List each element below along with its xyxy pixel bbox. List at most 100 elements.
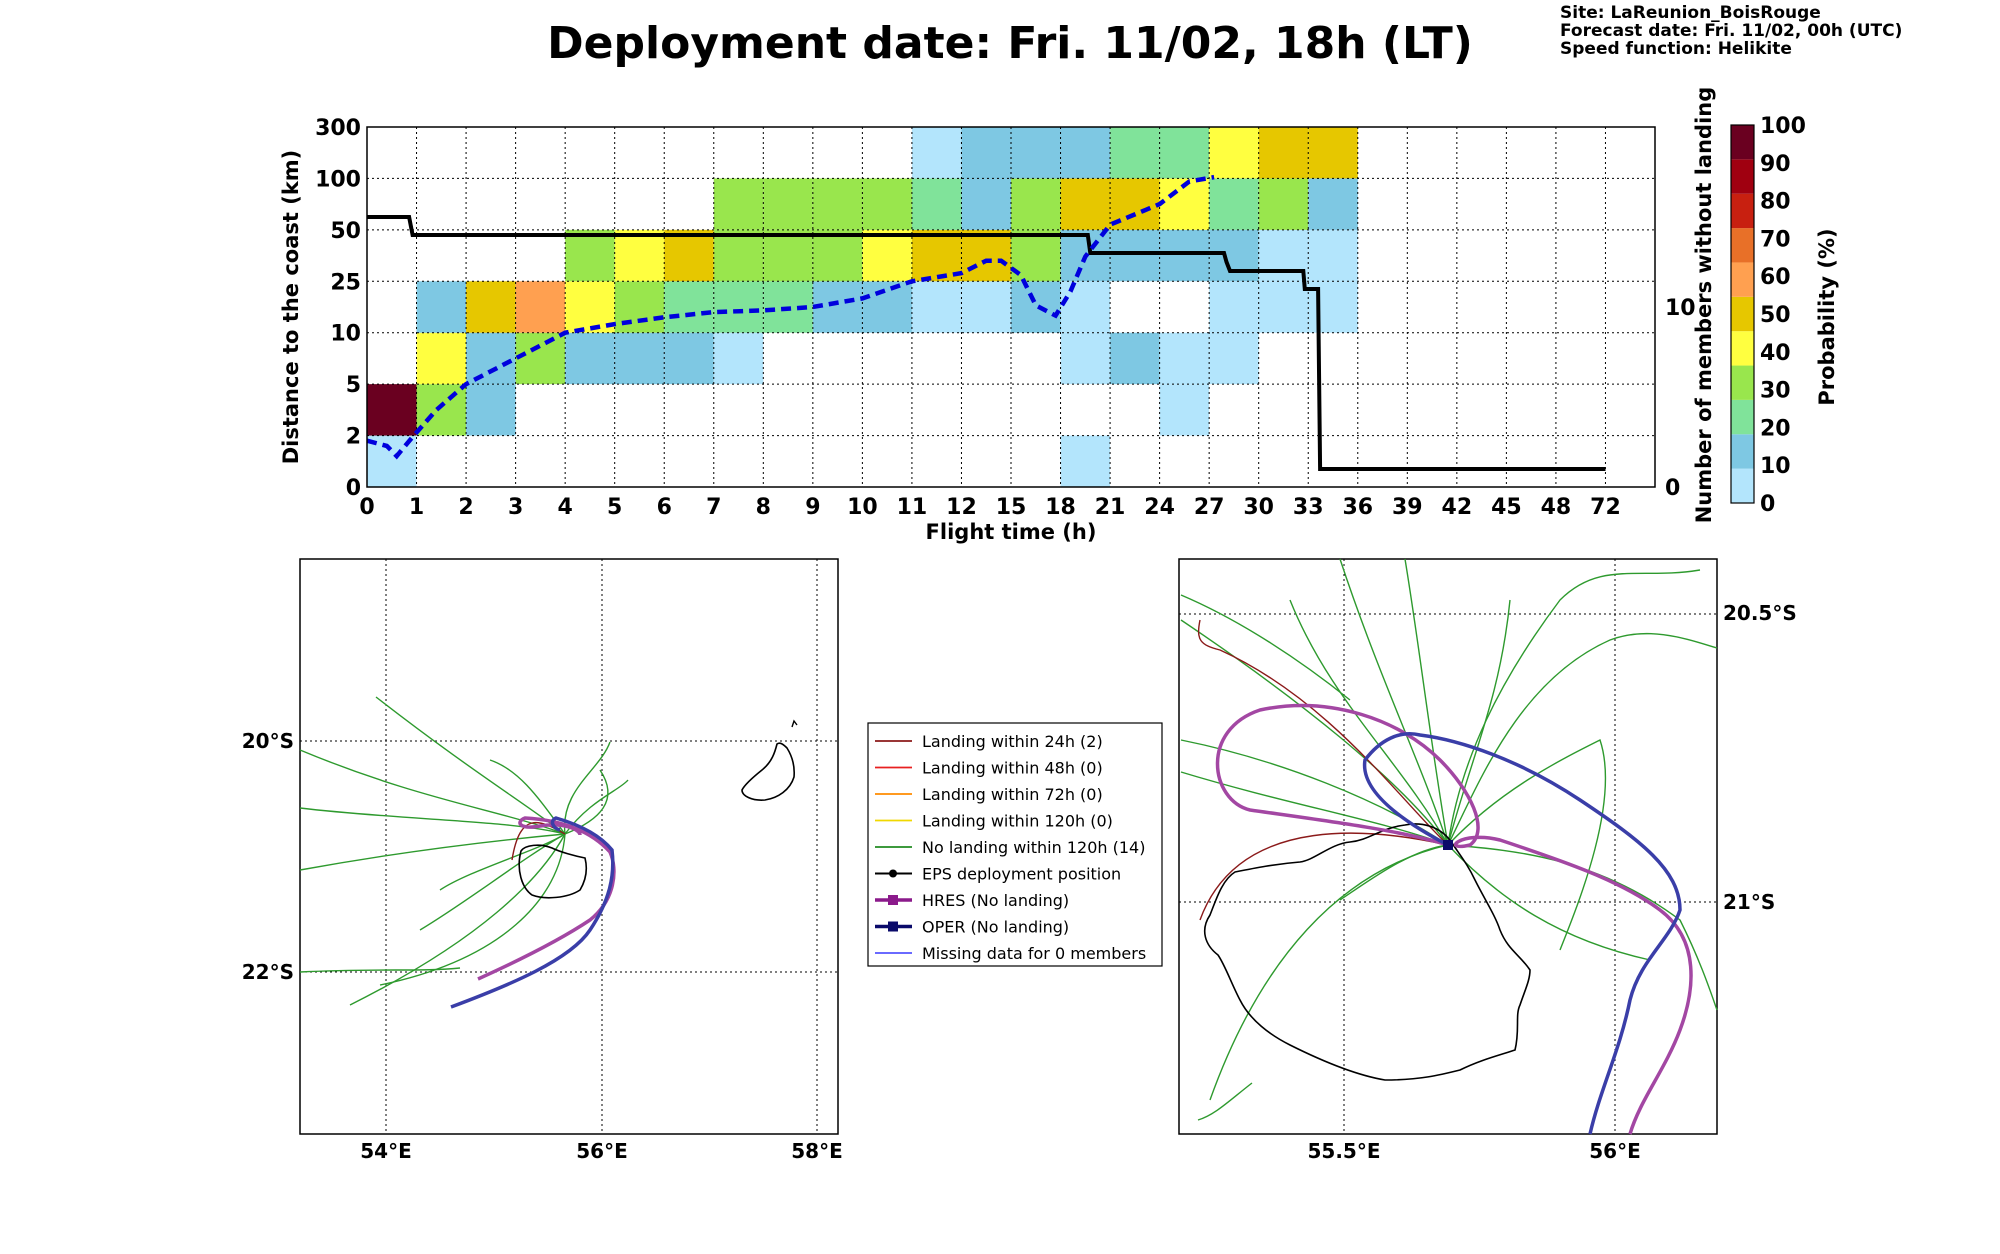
colorbar-segment	[1731, 365, 1754, 400]
heatmap-cell	[713, 229, 764, 282]
heatmap-cell	[812, 178, 863, 230]
x-tick-label: 12	[946, 495, 977, 520]
right-map-tick-labels: 55.5°E 56°E 20.5°S 21°S	[1307, 601, 1796, 1163]
colorbar-tick-label: 40	[1760, 341, 1791, 366]
colorbar-tick-label: 100	[1760, 114, 1806, 139]
x-tick-label: 33	[1293, 495, 1324, 520]
colorbar-segment	[1731, 296, 1754, 332]
colorbar-segment	[1731, 468, 1754, 503]
x-tick-label: 10	[847, 495, 878, 520]
x-axis-label: Flight time (h)	[926, 520, 1097, 544]
heatmap-cell	[1159, 229, 1210, 282]
x-tick-label: 0	[359, 495, 374, 520]
colorbar-segment	[1731, 262, 1754, 297]
right-map-hres-track	[1215, 703, 1693, 1135]
colorbar-segment	[1731, 331, 1754, 366]
heatmap-cell	[713, 332, 764, 385]
y-tick-label: 25	[330, 270, 361, 295]
x-tick-label: 6	[657, 495, 672, 520]
heatmap-cell	[515, 281, 566, 333]
heatmap-cell	[862, 229, 912, 282]
left-map-islet	[791, 719, 798, 728]
legend-entry: Landing within 120h (0)	[875, 812, 1113, 831]
left-map-oper-track	[450, 816, 615, 1009]
x-tick-label: 39	[1392, 495, 1423, 520]
heatmap-cell	[416, 332, 467, 385]
heatmap-frame	[366, 126, 1656, 488]
legend-entry: Landing within 48h (0)	[875, 759, 1103, 778]
y-tick-label: 100	[315, 167, 361, 192]
members-line	[367, 215, 1606, 471]
heatmap-cell	[664, 281, 714, 333]
heatmap-cell	[1209, 127, 1259, 179]
colorbar-tick-label: 70	[1760, 227, 1791, 252]
x-tick-label: 36	[1342, 495, 1373, 520]
colorbar-tick-label: 60	[1760, 265, 1791, 290]
right-map-lon-tick: 56°E	[1589, 1139, 1641, 1163]
x-tick-label: 4	[557, 495, 572, 520]
heatmap-cell	[763, 178, 813, 230]
heatmap-cell	[961, 229, 1011, 282]
y-tick-label: 10	[330, 322, 361, 347]
x-tick-label: 21	[1095, 495, 1126, 520]
heatmap-cell	[961, 127, 1011, 179]
svg-text:No landing within 120h (14): No landing within 120h (14)	[922, 838, 1145, 857]
x-tick-label: 27	[1194, 495, 1225, 520]
x-tick-label: 42	[1442, 495, 1473, 520]
y-tick-label: 0	[346, 476, 361, 501]
y-tick-label: 2	[346, 425, 361, 450]
left-map-frame	[299, 558, 839, 1135]
y-axis-label: Distance to the coast (km)	[279, 150, 303, 465]
heatmap-cell	[664, 332, 714, 385]
heatmap-cell	[1209, 178, 1259, 230]
heatmap-cell	[1159, 332, 1210, 385]
heatmap-chart: 0 1 2 3 4 5 6 7 8 9 10 11 12 15 18 21 24 27 30 33 36 39 42 45 48…	[279, 87, 1716, 544]
legend-entry: HRES (No landing)	[875, 891, 1069, 910]
svg-text:Missing data for 0 members: Missing data for 0 members	[922, 944, 1146, 963]
svg-text:Landing within 72h (0): Landing within 72h (0)	[922, 785, 1103, 804]
svg-text:HRES (No landing): HRES (No landing)	[922, 891, 1069, 910]
left-map-lat-tick: 20°S	[242, 729, 294, 753]
right-map: 55.5°E 56°E 20.5°S 21°S	[1178, 558, 1797, 1163]
heatmap-cell	[1011, 281, 1061, 333]
heatmap-cell	[614, 332, 665, 385]
heatmap-cell	[614, 229, 665, 282]
heatmap-cell	[1258, 281, 1309, 333]
heatmap-cell	[1110, 229, 1160, 282]
left-map-lat-tick: 22°S	[242, 960, 294, 984]
heatmap-cell	[1110, 127, 1160, 179]
y-tick-label: 300	[315, 116, 361, 141]
heatmap-cell	[1060, 178, 1111, 230]
svg-text:Landing within 48h (0): Landing within 48h (0)	[922, 759, 1103, 778]
x-tick-label: 11	[897, 495, 928, 520]
heatmap-cell	[466, 332, 516, 385]
colorbar-tick-label: 0	[1760, 492, 1775, 517]
heatmap-cell	[1209, 332, 1259, 385]
heatmap-cell	[1209, 281, 1259, 333]
x-tick-label: 8	[756, 495, 771, 520]
left-map-tick-labels: 54°E 56°E 58°E 20°S 22°S	[242, 729, 843, 1163]
colorbar-tick-label: 50	[1760, 303, 1791, 328]
heatmap-cell	[961, 281, 1011, 333]
left-map-lon-tick: 58°E	[791, 1139, 843, 1163]
heatmap-cell	[1060, 435, 1111, 487]
left-map-hres-track	[477, 816, 616, 981]
speed-text: Speed function: Helikite	[1560, 39, 1792, 59]
colorbar-tick-label: 80	[1760, 190, 1791, 215]
heatmap-cell	[713, 178, 764, 230]
x-tick-label: 2	[458, 495, 473, 520]
colorbar-tick-label: 10	[1760, 454, 1791, 479]
heatmap-cell	[1258, 178, 1309, 230]
heatmap-cell	[862, 281, 912, 333]
heatmap-cell	[664, 229, 714, 282]
heatmap-cell	[763, 229, 813, 282]
y-tick-label: 50	[330, 219, 361, 244]
heatmap-cell	[565, 229, 615, 282]
x-tick-label: 7	[706, 495, 721, 520]
forecast-text: Forecast date: Fri. 11/02, 00h (UTC)	[1560, 21, 1902, 41]
left-map-mauritius-coast	[741, 742, 795, 801]
heatmap-cell	[1159, 384, 1210, 436]
x-tick-label: 18	[1045, 495, 1076, 520]
